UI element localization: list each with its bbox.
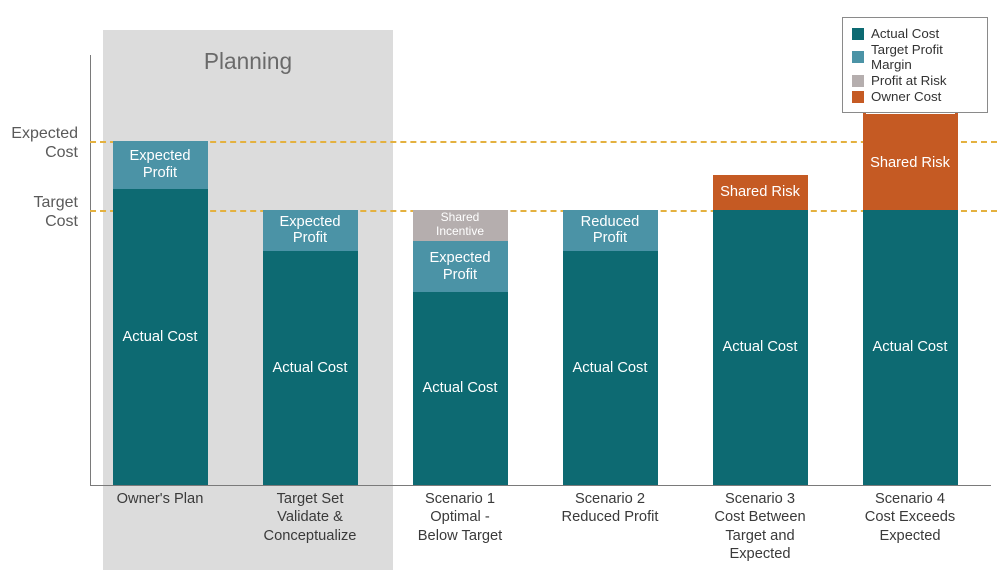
- bar-segment: Actual Cost: [563, 251, 658, 485]
- y-axis-label: ExpectedCost: [0, 124, 78, 162]
- x-axis-label: Scenario 2Reduced Profit: [540, 490, 680, 527]
- legend-swatch: [852, 75, 864, 87]
- reference-line: [90, 141, 997, 143]
- bar-segment: Actual Cost: [263, 251, 358, 485]
- x-axis-label: Owner's Plan: [90, 490, 230, 508]
- legend-item: Actual Cost: [852, 26, 976, 41]
- bar-segment: SharedIncentive: [413, 210, 508, 241]
- legend-label: Actual Cost: [871, 26, 939, 41]
- bar-segment: ReducedProfit: [563, 210, 658, 251]
- cost-scenario-chart: PlanningExpectedCostTargetCostActual Cos…: [0, 0, 1000, 585]
- legend: Actual CostTarget Profit MarginProfit at…: [842, 17, 988, 113]
- bar-segment: ExpectedProfit: [263, 210, 358, 251]
- legend-label: Target Profit Margin: [871, 42, 976, 72]
- bar-segment: Actual Cost: [113, 189, 208, 485]
- legend-item: Profit at Risk: [852, 73, 976, 88]
- x-axis-label: Scenario 3Cost BetweenTarget andExpected: [690, 490, 830, 563]
- bar-segment: Actual Cost: [863, 210, 958, 485]
- bar-segment: ExpectedProfit: [413, 241, 508, 293]
- x-axis-label: Scenario 1Optimal -Below Target: [390, 490, 530, 545]
- legend-item: Owner Cost: [852, 89, 976, 104]
- y-axis-label: TargetCost: [0, 193, 78, 231]
- reference-line: [90, 210, 997, 212]
- legend-label: Owner Cost: [871, 89, 941, 104]
- legend-swatch: [852, 51, 864, 63]
- bar-segment: Shared Risk: [713, 175, 808, 209]
- bar-segment: ExpectedProfit: [113, 141, 208, 189]
- legend-item: Target Profit Margin: [852, 42, 976, 72]
- plot-area: [90, 55, 991, 486]
- legend-swatch: [852, 91, 864, 103]
- bar-segment: Actual Cost: [413, 292, 508, 485]
- x-axis-label: Scenario 4Cost ExceedsExpected: [840, 490, 980, 545]
- legend-swatch: [852, 28, 864, 40]
- bar-segment: Shared Risk: [863, 117, 958, 210]
- x-axis-label: Target SetValidate &Conceptualize: [240, 490, 380, 545]
- bar-segment: Actual Cost: [713, 210, 808, 485]
- legend-label: Profit at Risk: [871, 73, 947, 88]
